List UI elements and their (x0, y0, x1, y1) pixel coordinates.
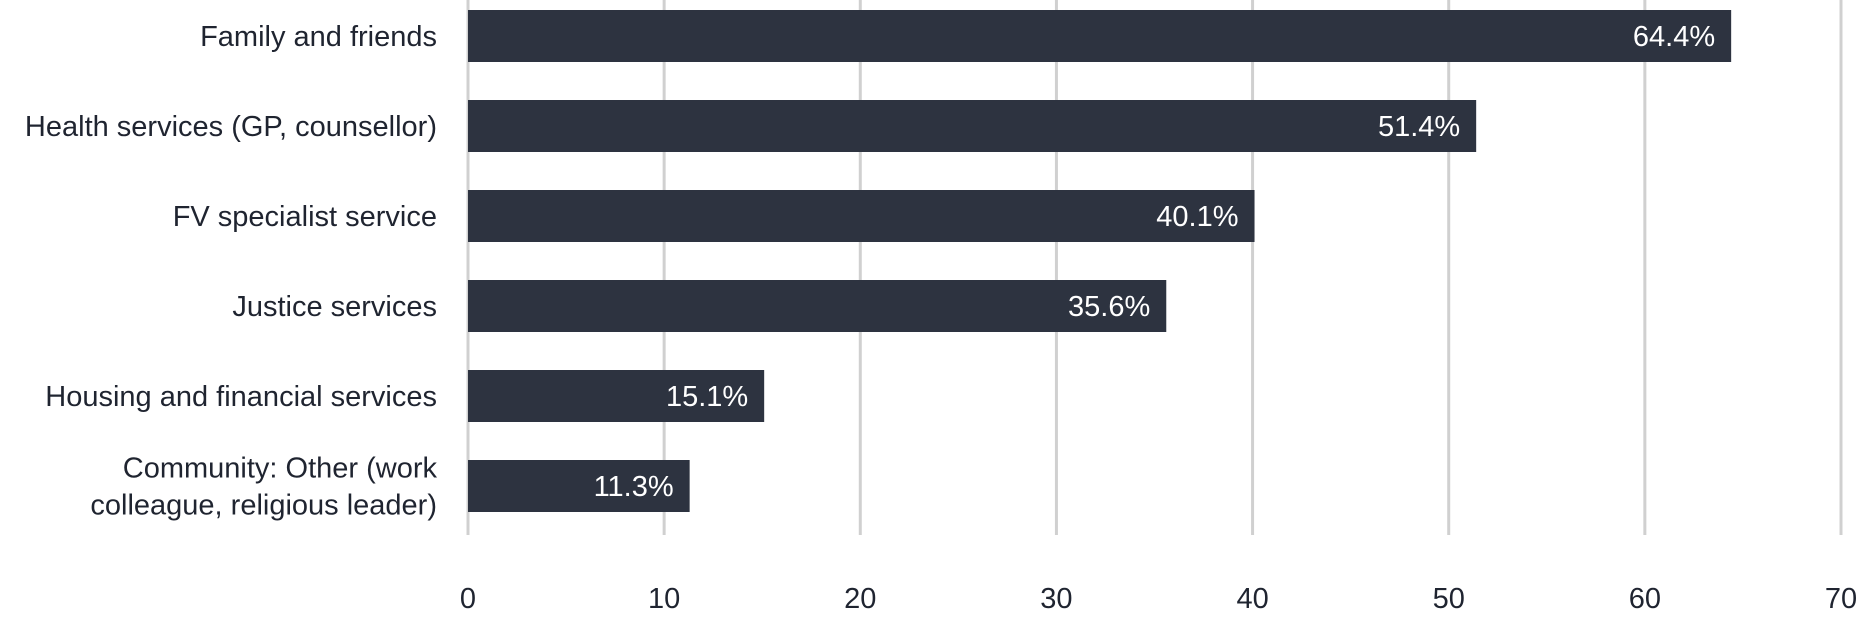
category-label-line: Housing and financial services (45, 381, 437, 413)
category-label-line: colleague, religious leader) (90, 490, 437, 522)
category-label: Health services (GP, counsellor) (25, 111, 437, 143)
x-tick-label: 10 (648, 583, 680, 615)
bar (468, 100, 1477, 152)
category-label-line: FV specialist service (173, 201, 437, 233)
x-tick-label: 30 (1040, 583, 1072, 615)
gridlines (466, 0, 1843, 535)
category-label: Justice services (232, 291, 437, 323)
bar (468, 280, 1167, 332)
bar-value-label: 35.6% (1068, 291, 1150, 323)
category-labels: Family and friends Health services (GP, c… (25, 21, 438, 522)
bar-value-label: 40.1% (1156, 201, 1238, 233)
bar (468, 10, 1732, 62)
x-tick-label: 50 (1433, 583, 1465, 615)
x-tick-label: 40 (1236, 583, 1268, 615)
category-label-line: Family and friends (200, 21, 437, 53)
x-tick-label: 20 (844, 583, 876, 615)
category-label: Housing and financial services (45, 381, 437, 413)
category-label-line: Community: Other (work (123, 453, 438, 485)
bar (468, 370, 765, 422)
bar (468, 190, 1255, 242)
category-label: FV specialist service (173, 201, 437, 233)
x-tick-label: 0 (460, 583, 476, 615)
category-label-line: Justice services (232, 291, 437, 323)
x-axis-tick-labels: 0 10 20 30 40 50 60 70 (460, 583, 1857, 615)
bar-value-label: 11.3% (594, 471, 674, 503)
category-label-line: Health services (GP, counsellor) (25, 111, 437, 143)
x-tick-label: 70 (1825, 583, 1857, 615)
value-labels: 64.4% 51.4% 40.1% 35.6% 15.1% 11.3% (594, 21, 1716, 503)
bar (468, 460, 690, 512)
bar-value-label: 15.1% (666, 381, 748, 413)
bar-value-label: 64.4% (1633, 21, 1715, 53)
category-label: Family and friends (200, 21, 437, 53)
category-label: Community: Other (work colleague, religio… (90, 453, 437, 522)
x-tick-label: 60 (1629, 583, 1661, 615)
bar-value-label: 51.4% (1378, 111, 1460, 143)
bars (468, 10, 1732, 512)
